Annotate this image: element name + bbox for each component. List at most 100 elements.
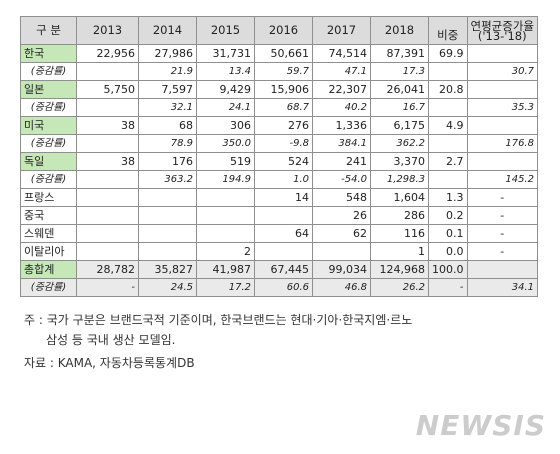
source-note: 자료 : KAMA, 자동차등록통계DB	[24, 356, 195, 370]
cell-value: 22,956	[76, 44, 139, 63]
cell-value: 35,827	[138, 260, 197, 279]
header-year: 2018	[370, 16, 429, 45]
cell-value: 15,906	[254, 80, 313, 99]
cell-cagr	[466, 44, 538, 63]
table-row: 이탈리아 2 1 0.0-	[20, 242, 538, 261]
cell-value: 62	[312, 224, 371, 243]
cell-value: 78.9	[138, 134, 197, 153]
cell-value: 26	[312, 206, 371, 225]
row-label: 중국	[20, 206, 77, 225]
row-label: 미국	[20, 116, 77, 135]
cell-value: 99,034	[312, 260, 371, 279]
row-label: 이탈리아	[20, 242, 77, 261]
cell-value: 74,514	[312, 44, 371, 63]
cell-cagr: 176.8	[466, 134, 538, 153]
row-label: 독일	[20, 152, 77, 171]
cell-cagr	[466, 152, 538, 171]
table-row: 프랑스 14 548 1,604 1.3-	[20, 188, 538, 207]
row-label: 한국	[20, 44, 77, 63]
table-header-row: 구 분 2013 2014 2015 2016 2017 2018 비중 연평균…	[20, 16, 538, 45]
import-car-table: 구 분 2013 2014 2015 2016 2017 2018 비중 연평균…	[20, 16, 538, 297]
cell-share: 20.8	[428, 80, 468, 99]
cell-share: 100.0	[428, 260, 468, 279]
header-year: 2013	[76, 16, 139, 45]
row-label: 일본	[20, 80, 77, 99]
cell-value: 306	[196, 116, 255, 135]
table-row: (증감률) 363.2 194.9 1.0 -54.0 1,298.3 145.2	[20, 170, 538, 189]
cell-cagr	[466, 80, 538, 99]
cell-share: 69.9	[428, 44, 468, 63]
cell-value	[254, 242, 313, 261]
cell-value: 5,750	[76, 80, 139, 99]
cell-value: 60.6	[254, 278, 313, 297]
cell-value: 276	[254, 116, 313, 135]
cell-share	[428, 98, 468, 117]
cell-value	[138, 188, 197, 207]
table-row: (증감률) 21.9 13.4 59.7 47.1 17.3 30.7	[20, 62, 538, 81]
row-label: (증감률)	[20, 278, 77, 297]
table-row: 일본 5,750 7,597 9,429 15,906 22,307 26,041 20.8	[20, 80, 538, 99]
cell-value: 363.2	[138, 170, 197, 189]
footnote-line2: 삼성 등 국내 생산 모델임.	[46, 333, 176, 347]
table-row: (증감률) 78.9 350.0 -9.8 384.1 362.2 176.8	[20, 134, 538, 153]
cell-value	[138, 224, 197, 243]
table-row: 한국 22,956 27,986 31,731 50,661 74,514 87,391 69…	[20, 44, 538, 63]
cell-value: 362.2	[370, 134, 429, 153]
cell-value: 1	[370, 242, 429, 261]
cell-cagr: -	[466, 188, 538, 207]
cell-value: 17.3	[370, 62, 429, 81]
cell-value: 32.1	[138, 98, 197, 117]
cell-value: 194.9	[196, 170, 255, 189]
cell-value	[196, 224, 255, 243]
cell-value: 124,968	[370, 260, 429, 279]
cell-value: 38	[76, 152, 139, 171]
cell-cagr: 145.2	[466, 170, 538, 189]
cell-value: -54.0	[312, 170, 371, 189]
cell-value	[76, 62, 139, 81]
header-category: 구 분	[20, 16, 77, 45]
header-cagr-line1: 연평균증가율	[470, 18, 534, 33]
cell-value	[76, 134, 139, 153]
cell-value	[196, 206, 255, 225]
cell-cagr	[466, 260, 538, 279]
header-cagr: 연평균증가율 ('13-'18)	[466, 16, 538, 45]
cell-value: -9.8	[254, 134, 313, 153]
cell-value: 21.9	[138, 62, 197, 81]
header-share: 비중	[428, 16, 468, 45]
cell-value: 16.7	[370, 98, 429, 117]
cell-value	[138, 206, 197, 225]
cell-value: 17.2	[196, 278, 255, 297]
cell-value: -	[76, 278, 139, 297]
cell-cagr: -	[466, 242, 538, 261]
cell-value: 1.0	[254, 170, 313, 189]
footnote-line1: 국가 구분은 브랜드국적 기준이며, 한국브랜드는 현대·기아·한국지엠·르노	[46, 313, 413, 327]
cell-cagr: 30.7	[466, 62, 538, 81]
cell-value: 350.0	[196, 134, 255, 153]
cell-value	[138, 242, 197, 261]
cell-value: 26.2	[370, 278, 429, 297]
cell-value: 31,731	[196, 44, 255, 63]
table-row: 총합계 28,782 35,827 41,987 67,445 99,034 124,968…	[20, 260, 538, 279]
table-row: 독일 38 176 519 524 241 3,370 2.7	[20, 152, 538, 171]
footnote: 주 : 국가 구분은 브랜드국적 기준이며, 한국브랜드는 현대·기아·한국지엠…	[24, 310, 412, 350]
cell-value	[76, 206, 139, 225]
cell-share	[428, 62, 468, 81]
cell-value: 241	[312, 152, 371, 171]
cell-value: 7,597	[138, 80, 197, 99]
cell-value: 13.4	[196, 62, 255, 81]
cell-value: 1,336	[312, 116, 371, 135]
cell-share: 2.7	[428, 152, 468, 171]
cell-share: 0.2	[428, 206, 468, 225]
row-label: (증감률)	[20, 134, 77, 153]
footnote-prefix: 주 :	[24, 313, 43, 327]
cell-share: 1.3	[428, 188, 468, 207]
cell-value	[76, 224, 139, 243]
cell-value: 2	[196, 242, 255, 261]
cell-value: 24.1	[196, 98, 255, 117]
table-row: (증감률) 32.1 24.1 68.7 40.2 16.7 35.3	[20, 98, 538, 117]
cell-value: 9,429	[196, 80, 255, 99]
header-cagr-line2: ('13-'18)	[477, 28, 527, 43]
header-year: 2015	[196, 16, 255, 45]
cell-value: 27,986	[138, 44, 197, 63]
cell-value	[254, 206, 313, 225]
